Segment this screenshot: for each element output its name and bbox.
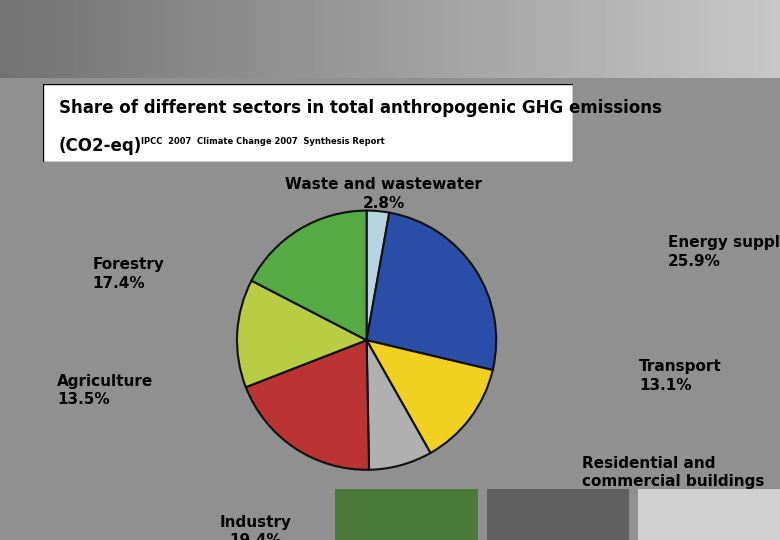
FancyBboxPatch shape	[487, 489, 629, 540]
FancyBboxPatch shape	[638, 489, 780, 540]
Wedge shape	[367, 340, 431, 470]
Wedge shape	[237, 281, 367, 387]
FancyBboxPatch shape	[638, 489, 780, 540]
Text: Forestry
17.4%: Forestry 17.4%	[93, 257, 165, 291]
Wedge shape	[367, 340, 493, 453]
Text: Agriculture
13.5%: Agriculture 13.5%	[57, 374, 154, 408]
Wedge shape	[246, 340, 369, 470]
Text: Transport
13.1%: Transport 13.1%	[639, 359, 722, 393]
Text: (CO2-eq): (CO2-eq)	[58, 137, 142, 155]
Wedge shape	[367, 213, 496, 370]
FancyBboxPatch shape	[43, 84, 573, 162]
Text: Waste and wastewater
2.8%: Waste and wastewater 2.8%	[285, 178, 482, 211]
Text: Share of different sectors in total anthropogenic GHG emissions: Share of different sectors in total anth…	[58, 99, 661, 117]
Wedge shape	[367, 211, 389, 340]
Wedge shape	[251, 211, 367, 340]
Text: Energy supply
25.9%: Energy supply 25.9%	[668, 235, 780, 269]
Text: IPCC  2007  Climate Change 2007  Synthesis Report: IPCC 2007 Climate Change 2007 Synthesis …	[141, 137, 385, 146]
Text: Residential and
commercial buildings
7.9%: Residential and commercial buildings 7.9…	[583, 456, 764, 508]
Text: Industry
19.4%: Industry 19.4%	[220, 515, 292, 540]
FancyBboxPatch shape	[335, 489, 477, 540]
